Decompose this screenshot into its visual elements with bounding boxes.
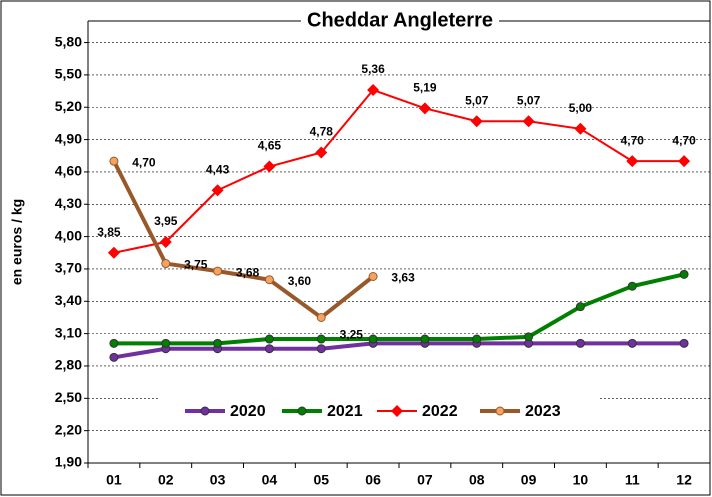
legend-label: 2020 (230, 403, 266, 420)
marker (627, 338, 637, 348)
series-line (113, 272, 685, 346)
data-label: 3,95 (154, 214, 178, 228)
marker (495, 406, 505, 416)
x-tick-label: 02 (158, 472, 174, 488)
data-label: 5,07 (465, 93, 489, 107)
marker (161, 259, 171, 269)
marker (316, 344, 326, 354)
data-label: 3,60 (288, 274, 312, 288)
y-tick-label: 5,50 (55, 66, 82, 82)
series-line (113, 88, 685, 254)
chart-title: Cheddar Angleterre (307, 9, 493, 31)
legend-label: 2021 (327, 403, 363, 420)
x-tick-label: 03 (210, 472, 226, 488)
marker (472, 334, 482, 344)
marker (522, 115, 535, 128)
data-label: 5,07 (517, 93, 541, 107)
y-tick-label: 3,40 (55, 292, 82, 308)
marker (524, 332, 534, 342)
data-label: 4,78 (310, 125, 334, 139)
marker (213, 338, 223, 348)
marker (315, 146, 328, 159)
data-label: 5,36 (361, 62, 385, 76)
x-tick-label: 07 (417, 472, 433, 488)
marker (264, 275, 274, 285)
legend-label: 2022 (422, 403, 458, 420)
legend: 2020 2021 2022 2023 (160, 397, 600, 425)
legend-label: 2023 (525, 403, 561, 420)
x-tick-label: 05 (313, 472, 329, 488)
marker (368, 334, 378, 344)
y-tick-label: 4,00 (55, 227, 82, 243)
data-label: 3,75 (184, 258, 208, 272)
data-label: 3,85 (97, 225, 121, 239)
y-tick-label: 2,20 (55, 421, 82, 437)
marker (316, 334, 326, 344)
marker (391, 405, 403, 417)
x-tick-label: 04 (262, 472, 278, 488)
marker (574, 122, 587, 135)
marker (679, 338, 689, 348)
marker (368, 271, 378, 281)
data-label: 4,70 (132, 155, 156, 169)
x-tick-label: 06 (365, 472, 381, 488)
marker (264, 334, 274, 344)
y-tick-label: 5,80 (55, 33, 82, 49)
marker (159, 236, 172, 248)
x-tick-label: 10 (573, 472, 589, 488)
series-line (113, 341, 685, 360)
x-tick-label: 11 (625, 472, 640, 488)
data-label: 3,25 (340, 328, 364, 342)
marker (470, 115, 483, 128)
marker (626, 155, 639, 168)
data-label: 4,43 (206, 162, 230, 176)
marker (575, 338, 585, 348)
marker (107, 246, 120, 259)
y-tick-label: 2,80 (55, 357, 82, 373)
y-tick-label: 3,10 (55, 324, 82, 340)
marker (264, 344, 274, 354)
marker (418, 102, 431, 115)
marker (161, 338, 171, 348)
marker (109, 156, 119, 166)
data-label: 5,00 (569, 101, 593, 115)
marker (109, 338, 119, 348)
data-label: 4,65 (258, 139, 282, 153)
data-label: 3,63 (391, 271, 415, 285)
marker (263, 160, 276, 173)
y-tick-label: 2,50 (55, 389, 82, 405)
data-label: 4,70 (672, 133, 696, 147)
marker (575, 302, 585, 312)
marker (316, 312, 326, 322)
y-tick-label: 3,70 (55, 260, 82, 276)
marker (297, 406, 307, 416)
series-line (112, 160, 375, 320)
y-tick-label: 4,30 (55, 195, 82, 211)
marker (213, 266, 223, 276)
marker (678, 155, 691, 168)
marker (211, 184, 224, 197)
data-label: 5,19 (413, 80, 437, 94)
data-label: 4,70 (621, 133, 645, 147)
data-label: 3,68 (236, 265, 260, 279)
title-background (301, 9, 499, 32)
marker (627, 281, 637, 291)
y-tick-label: 5,20 (55, 98, 82, 114)
y-tick-label: 1,90 (55, 454, 82, 470)
x-tick-label: 12 (676, 472, 692, 488)
marker (367, 83, 380, 96)
y-tick-label: 4,60 (55, 163, 82, 179)
x-tick-label: 09 (521, 472, 537, 488)
marker (200, 406, 210, 416)
x-tick-label: 08 (469, 472, 485, 488)
marker (679, 269, 689, 279)
y-tick-label: 4,90 (55, 130, 82, 146)
x-tick-label: 01 (106, 472, 122, 488)
marker (420, 334, 430, 344)
y-axis-label: en euros / kg (9, 199, 25, 285)
marker (109, 352, 119, 362)
